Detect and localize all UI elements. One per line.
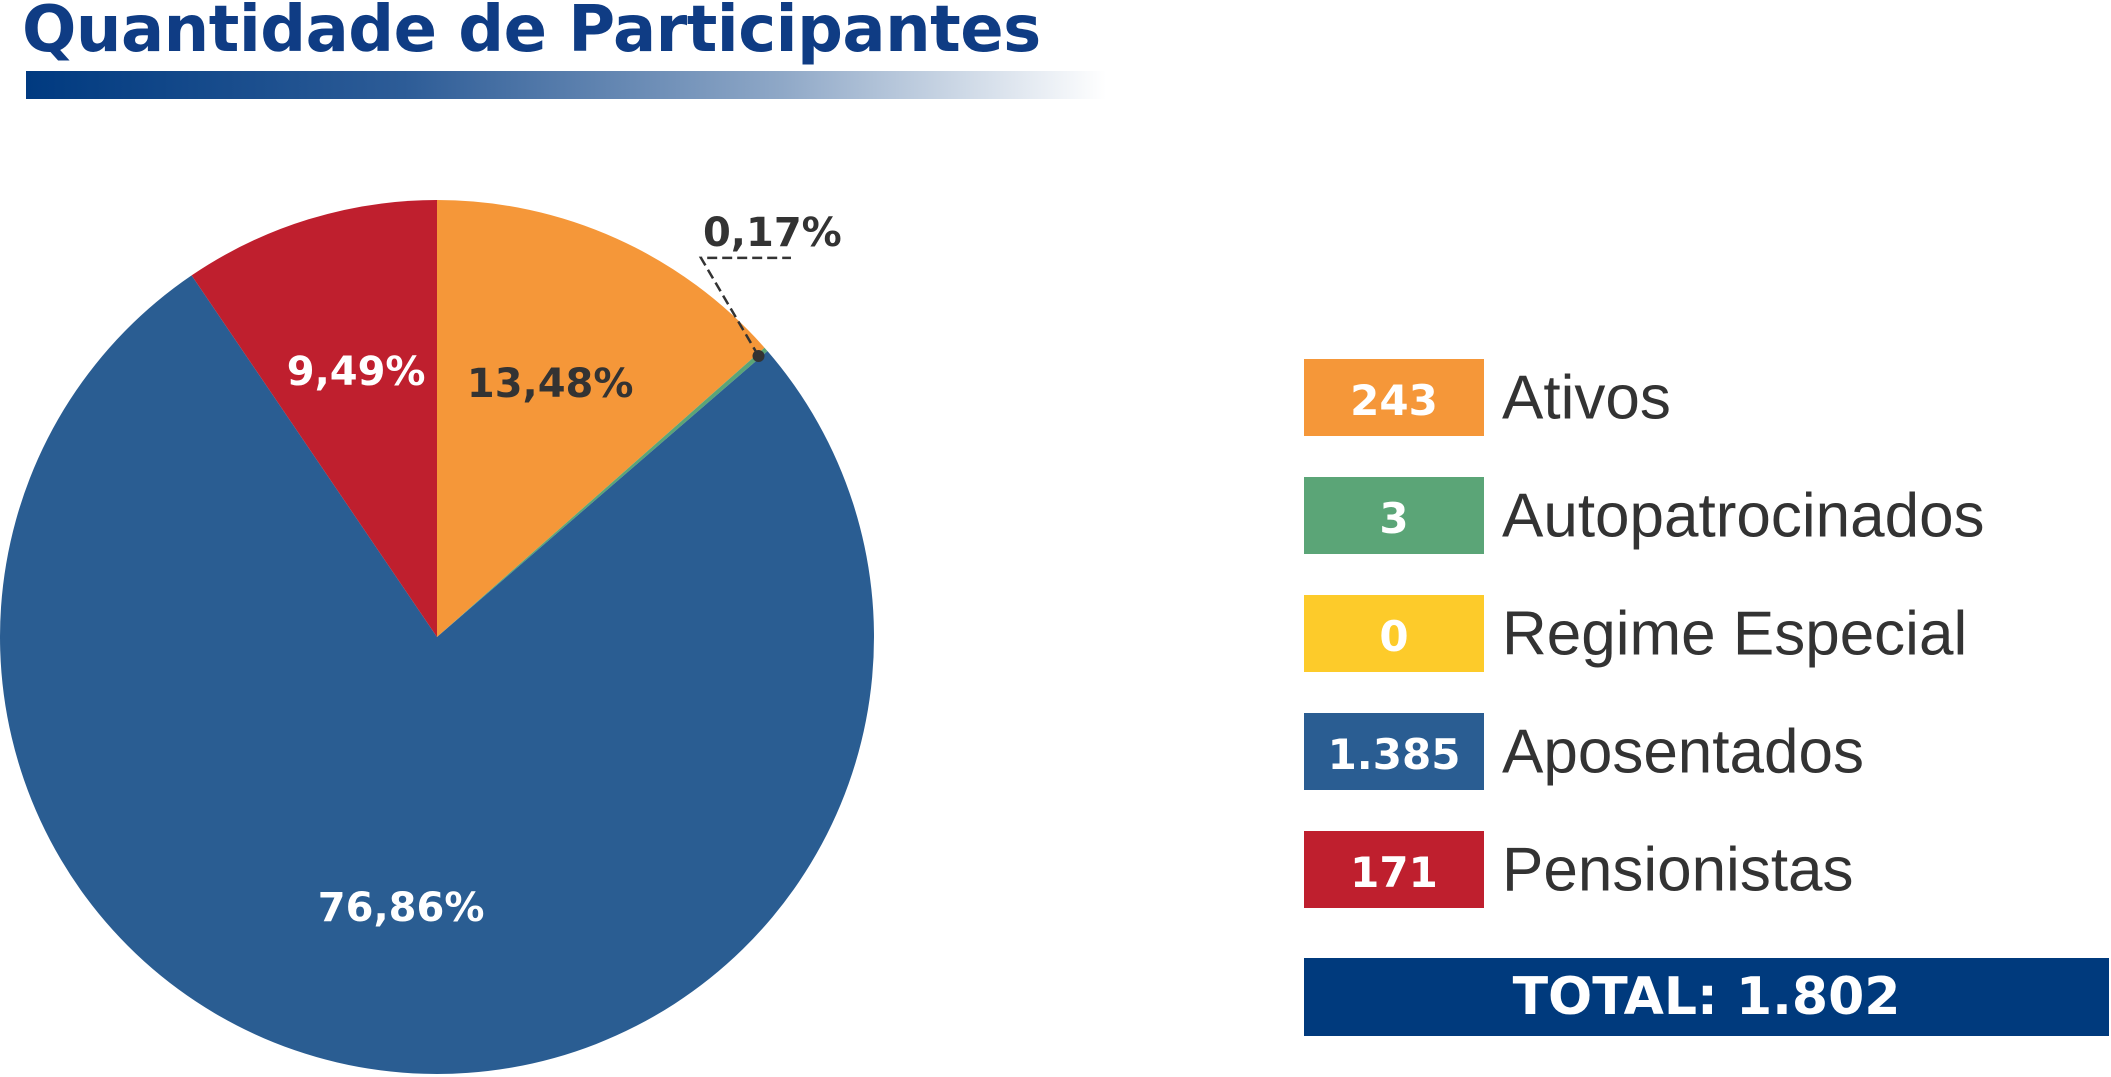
legend-item-regime-especial: 0 Regime Especial: [1304, 595, 2084, 672]
legend-value-box: 1.385: [1304, 713, 1484, 790]
pie-slice-aposentados: [0, 275, 875, 1074]
pie-label-autopatrocinados: 0,17%: [703, 210, 842, 256]
legend-item-pensionistas: 171 Pensionistas: [1304, 831, 2084, 908]
legend-value: 1.385: [1327, 730, 1461, 779]
legend-value-box: 0: [1304, 595, 1484, 672]
pie-chart: 13,48% 0,17% 76,86% 9,49%: [0, 200, 875, 1074]
title-underline-bar: [26, 71, 1106, 99]
legend-label: Autopatrocinados: [1502, 481, 1985, 550]
pie-label-aposentados: 76,86%: [318, 885, 485, 931]
legend-label: Regime Especial: [1502, 599, 1968, 668]
legend-value-box: 171: [1304, 831, 1484, 908]
legend-value: 0: [1379, 612, 1409, 661]
pie-slice-pensionistas: [191, 200, 437, 637]
total-bar: TOTAL: 1.802: [1304, 958, 2109, 1036]
pie-labels: 13,48% 0,17% 76,86% 9,49%: [287, 210, 842, 931]
pie-slices: [0, 200, 875, 1074]
legend-item-autopatrocinados: 3 Autopatrocinados: [1304, 477, 2084, 554]
legend-item-aposentados: 1.385 Aposentados: [1304, 713, 2084, 790]
callout-line: [698, 256, 791, 357]
legend-value-box: 243: [1304, 359, 1484, 436]
legend-value: 3: [1379, 494, 1409, 543]
legend-label: Aposentados: [1502, 717, 1864, 786]
chart-title: Quantidade de Participantes: [22, 0, 1041, 67]
pie-slice-ativos: [437, 200, 765, 637]
pie-callout: [698, 256, 791, 362]
legend-label: Ativos: [1502, 363, 1671, 432]
legend-label: Pensionistas: [1502, 835, 1854, 904]
legend-item-ativos: 243 Ativos: [1304, 359, 2084, 436]
pie-label-ativos: 13,48%: [467, 361, 634, 407]
legend-value-box: 3: [1304, 477, 1484, 554]
legend-value: 171: [1350, 848, 1438, 897]
pie-slice-autopatrocinados: [437, 347, 768, 637]
legend-value: 243: [1350, 376, 1438, 425]
pie-label-pensionistas: 9,49%: [287, 349, 426, 395]
total-label: TOTAL: 1.802: [1512, 967, 1901, 1027]
